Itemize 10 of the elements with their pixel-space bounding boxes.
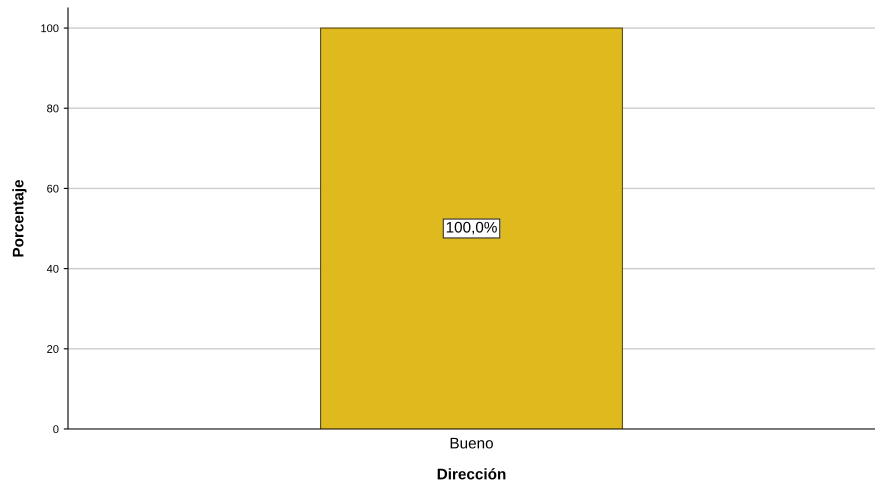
y-tick-label: 60 [47,184,59,193]
y-tick-label: 80 [47,104,59,112]
x-tick-label: Bueno [450,438,493,449]
y-tick-label: 40 [46,264,59,273]
data-label: 100,0% [446,222,497,234]
y-tick-label: 100 [41,24,59,32]
y-tick-label: 20 [47,345,59,353]
y-axis-title: Porcentaje [12,180,27,257]
x-axis-title: Dirección [438,468,506,480]
y-tick-label: 0 [53,425,59,434]
